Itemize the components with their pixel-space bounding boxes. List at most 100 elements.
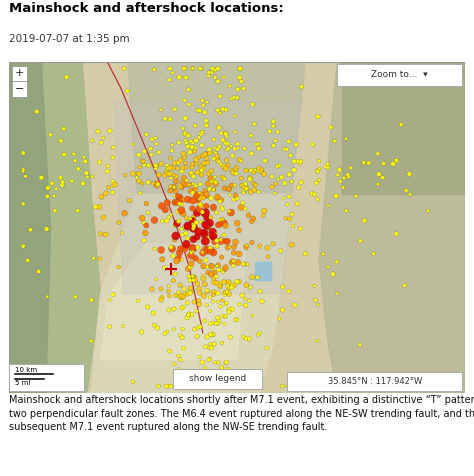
- Point: [167, 154, 174, 162]
- Point: [242, 185, 250, 192]
- Point: [232, 169, 240, 177]
- Point: [187, 249, 195, 257]
- Point: [240, 382, 248, 390]
- Point: [202, 257, 210, 264]
- Point: [250, 120, 258, 128]
- Point: [199, 358, 206, 366]
- Point: [211, 180, 219, 188]
- Point: [312, 296, 319, 304]
- Point: [288, 178, 295, 186]
- Point: [251, 180, 258, 188]
- Polygon shape: [9, 62, 50, 393]
- Point: [190, 236, 197, 243]
- Point: [228, 257, 236, 265]
- Point: [170, 183, 178, 190]
- Point: [347, 164, 355, 171]
- Point: [319, 250, 327, 258]
- Point: [356, 341, 364, 348]
- Point: [182, 181, 190, 188]
- Point: [109, 178, 117, 186]
- Point: [198, 218, 205, 226]
- Point: [222, 129, 229, 136]
- Point: [223, 288, 231, 296]
- Point: [194, 228, 202, 236]
- Point: [181, 153, 188, 161]
- Point: [187, 284, 194, 292]
- Point: [57, 137, 64, 145]
- Point: [154, 180, 162, 188]
- Point: [126, 197, 133, 204]
- Point: [193, 159, 201, 167]
- Point: [217, 279, 225, 287]
- Point: [255, 140, 262, 148]
- Point: [226, 305, 233, 312]
- Point: [257, 168, 265, 175]
- Point: [152, 276, 160, 283]
- Point: [223, 146, 230, 154]
- Point: [223, 299, 230, 307]
- Point: [228, 284, 236, 291]
- Point: [152, 134, 159, 142]
- Point: [184, 222, 191, 229]
- Point: [219, 205, 226, 213]
- Point: [129, 170, 137, 178]
- Point: [204, 180, 212, 188]
- Point: [187, 170, 195, 178]
- Point: [161, 329, 169, 337]
- Point: [240, 184, 248, 191]
- Point: [228, 370, 235, 378]
- Point: [214, 154, 221, 162]
- Point: [195, 382, 203, 390]
- Point: [195, 153, 202, 161]
- Point: [214, 145, 221, 153]
- Point: [402, 187, 410, 194]
- Point: [210, 186, 218, 194]
- Point: [258, 298, 266, 305]
- Point: [219, 215, 226, 223]
- Point: [89, 137, 96, 144]
- Point: [191, 122, 199, 129]
- Point: [208, 382, 215, 390]
- Point: [250, 186, 258, 194]
- Point: [215, 158, 223, 166]
- Point: [314, 196, 321, 203]
- Point: [285, 138, 292, 145]
- Text: Mainshock and aftershock locations:: Mainshock and aftershock locations:: [9, 2, 284, 15]
- Point: [233, 278, 241, 286]
- Point: [170, 382, 178, 390]
- Point: [200, 272, 207, 279]
- Point: [201, 150, 209, 158]
- Point: [70, 150, 78, 158]
- Point: [182, 139, 190, 147]
- Point: [223, 156, 230, 164]
- Point: [197, 181, 204, 188]
- Point: [324, 164, 332, 171]
- Point: [171, 236, 178, 243]
- Point: [330, 138, 338, 145]
- Text: 35.845°N : 117.942°W: 35.845°N : 117.942°W: [328, 377, 422, 386]
- Point: [214, 314, 221, 322]
- Point: [174, 208, 182, 216]
- Point: [179, 325, 186, 333]
- Point: [201, 238, 209, 245]
- Point: [167, 182, 174, 190]
- Point: [293, 200, 301, 208]
- Point: [80, 153, 88, 161]
- Point: [269, 122, 277, 130]
- Point: [167, 174, 174, 182]
- Point: [370, 250, 377, 258]
- Point: [233, 94, 241, 101]
- Point: [97, 139, 105, 146]
- Point: [333, 289, 341, 297]
- Point: [187, 137, 194, 145]
- Point: [144, 209, 152, 217]
- Point: [182, 229, 190, 237]
- Point: [186, 263, 194, 270]
- Point: [247, 188, 255, 196]
- Point: [172, 291, 179, 299]
- Point: [171, 360, 178, 367]
- Point: [138, 214, 146, 222]
- Point: [57, 174, 64, 181]
- Point: [166, 347, 173, 355]
- Point: [201, 230, 208, 238]
